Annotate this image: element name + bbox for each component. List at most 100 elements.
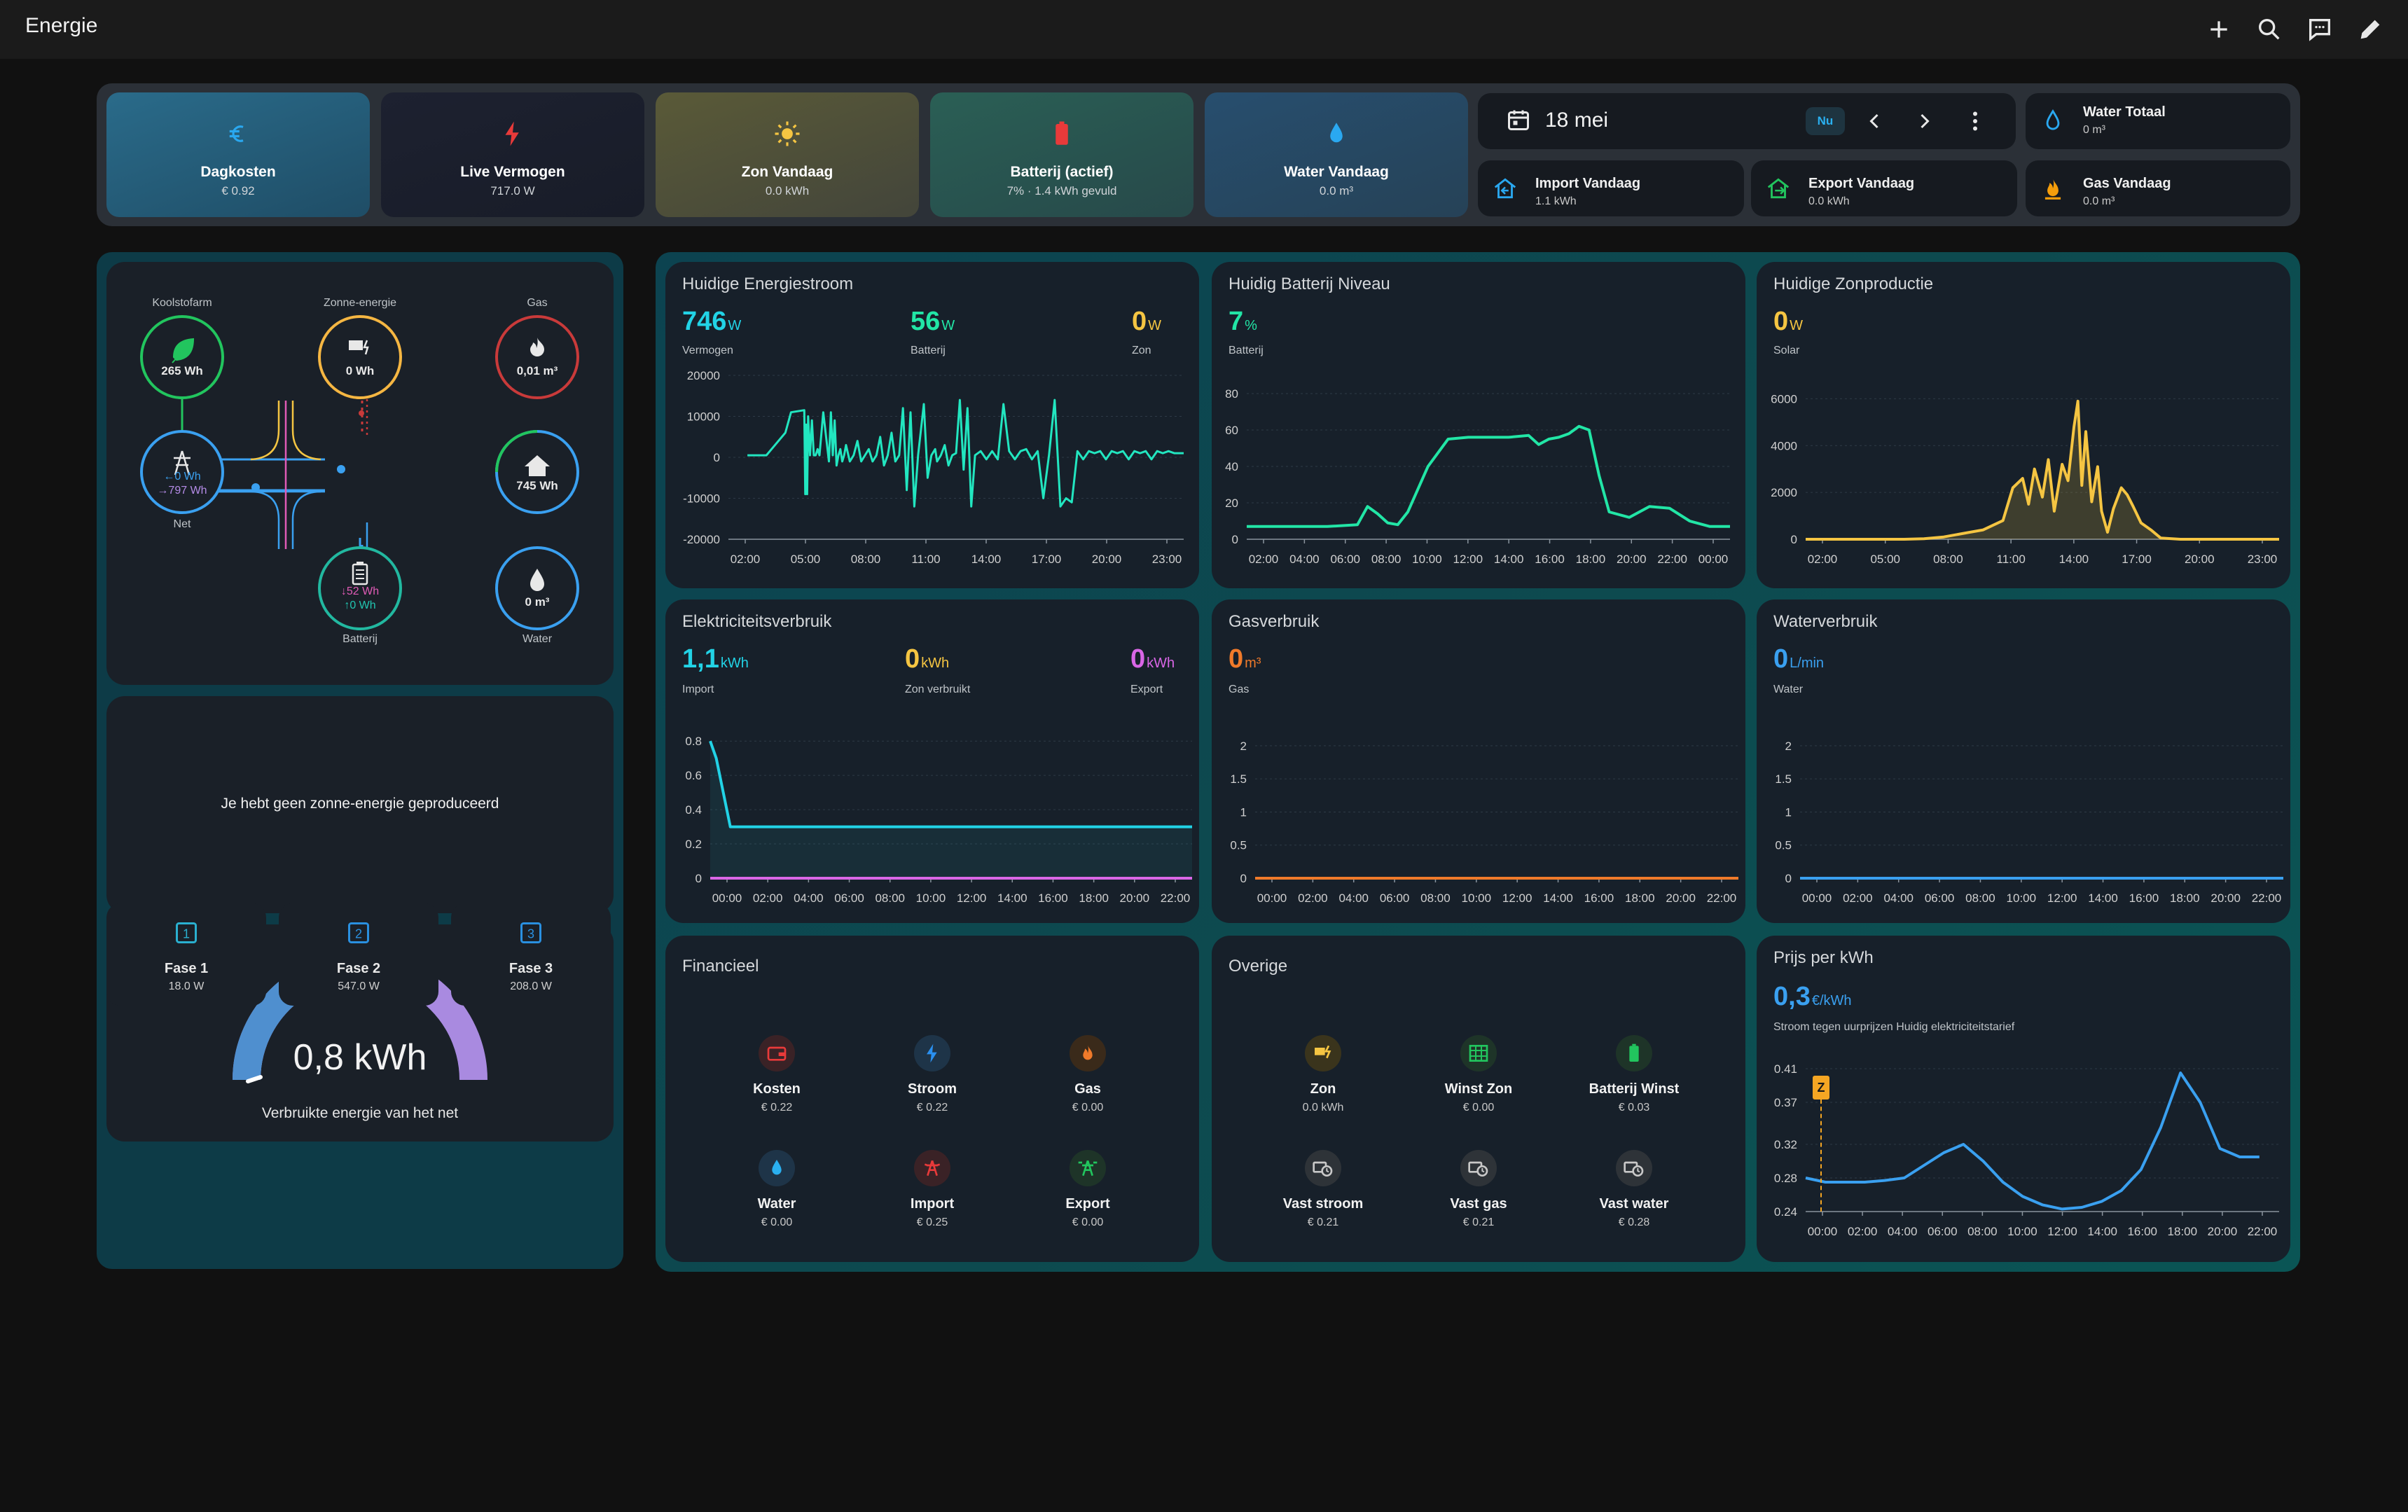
- fin-item-export[interactable]: Export € 0.00: [1004, 1150, 1172, 1229]
- energy-flow-chart: 20000 10000 0 -10000 -20000 02:00 05:00 08:00 11…: [683, 369, 1184, 566]
- fin-item-gas[interactable]: Gas € 0.00: [1004, 1035, 1172, 1114]
- svg-text:3: 3: [527, 927, 534, 941]
- phase-card-3[interactable]: 3 Fase 3 208.0 W: [451, 903, 611, 1006]
- x-tick-label: 14:00: [971, 553, 1002, 566]
- stat-label: Zon verbruikt: [905, 684, 971, 695]
- y-tick-label: 0.37: [1774, 1096, 1797, 1109]
- other-item-vast-water[interactable]: Vast water € 0.28: [1550, 1150, 1718, 1229]
- numeric-2-box-icon: 2: [346, 920, 371, 945]
- other-item-vast-stroom[interactable]: Vast stroom € 0.21: [1239, 1150, 1407, 1229]
- x-tick-label: 17:00: [2122, 553, 2152, 566]
- x-tick-label: 08:00: [1371, 553, 1402, 566]
- y-tick-label: 2000: [1771, 486, 1797, 499]
- tile-batterij[interactable]: Batterij (actief) 7% · 1.4 kWh gevuld: [930, 92, 1193, 217]
- tile-water-vandaag[interactable]: Water Vandaag 0.0 m³: [1205, 92, 1468, 217]
- x-tick-label: 02:00: [1843, 892, 1873, 905]
- fin-item-water[interactable]: Water € 0.00: [693, 1150, 861, 1229]
- x-tick-label: 22:00: [2252, 892, 2282, 905]
- now-button[interactable]: Nu: [1806, 107, 1845, 135]
- x-tick-label: 05:00: [791, 553, 821, 566]
- y-tick-label: 2: [1240, 740, 1247, 753]
- flow-node-gas[interactable]: [495, 315, 579, 399]
- edit-icon[interactable]: [2356, 15, 2384, 43]
- more-vertical-icon[interactable]: [1963, 109, 1988, 134]
- tile-zon-vandaag[interactable]: Zon Vandaag 0.0 kWh: [656, 92, 919, 217]
- flow-node-zonne-energie[interactable]: [318, 315, 402, 399]
- fire-icon: [1070, 1035, 1106, 1071]
- x-tick-label: 02:00: [753, 892, 783, 905]
- y-tick-label: 40: [1225, 460, 1238, 473]
- x-tick-label: 00:00: [1802, 892, 1832, 905]
- stat-label: Stroom tegen uurprijzen Huidig elektrici…: [1773, 1021, 2015, 1033]
- x-tick-label: 10:00: [1412, 553, 1442, 566]
- x-tick-label: 11:00: [911, 553, 940, 566]
- other-item-winst-zon[interactable]: Winst Zon € 0.00: [1395, 1035, 1563, 1114]
- transmission-tower-icon: [174, 450, 191, 476]
- card-title: Huidige Energiestroom: [682, 275, 854, 293]
- y-tick-label: 20000: [687, 369, 720, 382]
- card-title: Prijs per kWh: [1773, 948, 1874, 967]
- y-tick-label: 1: [1785, 805, 1792, 819]
- chevron-right-icon[interactable]: [1912, 109, 1937, 134]
- tile-live-vermogen[interactable]: Live Vermogen 717.0 W: [381, 92, 644, 217]
- x-tick-label: 06:00: [1925, 892, 1955, 905]
- flow-grid-out: →797 Wh: [157, 485, 207, 497]
- chip-gas-vandaag[interactable]: Gas Vandaag 0.0 m³: [2026, 160, 2290, 216]
- chevron-left-icon[interactable]: [1862, 109, 1887, 134]
- solar-power-icon: [349, 340, 369, 355]
- chip-export-vandaag[interactable]: Export Vandaag 0.0 kWh: [1751, 160, 2017, 216]
- flow-value-gas: 0,01 m³: [516, 364, 558, 377]
- other-item-batterij-winst[interactable]: Batterij Winst € 0.03: [1550, 1035, 1718, 1114]
- card-title: Gasverbruik: [1229, 612, 1320, 631]
- chip-label: Gas Vandaag: [2083, 176, 2171, 191]
- x-tick-label: 11:00: [1997, 553, 2026, 566]
- flow-value-home: 745 Wh: [516, 479, 558, 492]
- chip-water-totaal[interactable]: Water Totaal 0 m³: [2026, 93, 2290, 149]
- x-tick-label: 00:00: [712, 892, 742, 905]
- chip-label: Water Totaal: [2083, 104, 2166, 120]
- x-tick-label: 22:00: [1707, 892, 1737, 905]
- flow-node-batterij[interactable]: [318, 546, 402, 630]
- fin-item-kosten[interactable]: Kosten € 0.22: [693, 1035, 861, 1114]
- x-tick-label: 12:00: [1453, 553, 1483, 566]
- battery-icon: [930, 119, 1193, 153]
- card-gas: Gasverbruik 0 m³ Gas 2 1.5 1 0.5 0 00:00 02:00 0…: [1212, 599, 1745, 923]
- flow-node-net[interactable]: [140, 430, 224, 514]
- fin-item-stroom[interactable]: Stroom € 0.22: [848, 1035, 1016, 1114]
- phase-card-2[interactable]: 2 Fase 2 547.0 W: [279, 903, 438, 1006]
- electricity-chart: 0.8 0.6 0.4 0.2 0 00:00 02:00 04:00 06:00 08:00 10…: [685, 735, 1192, 905]
- numeric-1-box-icon: 1: [174, 920, 199, 945]
- fin-item-import[interactable]: Import € 0.25: [848, 1150, 1016, 1229]
- add-icon[interactable]: [2205, 15, 2233, 43]
- phase-value: 547.0 W: [338, 980, 380, 992]
- x-tick-label: 02:00: [1298, 892, 1328, 905]
- y-tick-label: 0: [1232, 533, 1238, 546]
- x-tick-label: 02:00: [1249, 553, 1279, 566]
- other-item-zon[interactable]: Zon 0.0 kWh: [1239, 1035, 1407, 1114]
- transmission-tower-export-icon: [1070, 1150, 1106, 1186]
- assist-icon[interactable]: [2306, 15, 2334, 43]
- calendar-icon[interactable]: [1506, 107, 1531, 132]
- flow-value-koolstofarm: 265 Wh: [161, 364, 203, 377]
- x-tick-label: 10:00: [2007, 892, 2037, 905]
- x-tick-label: 12:00: [2047, 892, 2077, 905]
- stat-vermogen: 746 W: [682, 307, 742, 336]
- series-line: [709, 740, 1192, 828]
- series-area: [710, 741, 1192, 878]
- tile-dagkosten[interactable]: Dagkosten € 0.92: [106, 92, 370, 217]
- fire-icon: [530, 338, 544, 356]
- stat-water: 0 L/min: [1773, 644, 1825, 674]
- other-item-vast-gas[interactable]: Vast gas € 0.21: [1395, 1150, 1563, 1229]
- x-tick-label: 17:00: [1032, 553, 1062, 566]
- x-tick-label: 20:00: [2210, 892, 2241, 905]
- chip-import-vandaag[interactable]: Import Vandaag 1.1 kWh: [1478, 160, 1744, 216]
- phase-label: Fase 3: [508, 961, 553, 976]
- water-drop-icon: [2040, 108, 2066, 134]
- search-icon[interactable]: [2255, 15, 2283, 43]
- x-tick-label: 04:00: [1883, 892, 1914, 905]
- phase-card-1[interactable]: 1 Fase 1 18.0 W: [106, 903, 266, 1006]
- series-line: [747, 398, 1184, 508]
